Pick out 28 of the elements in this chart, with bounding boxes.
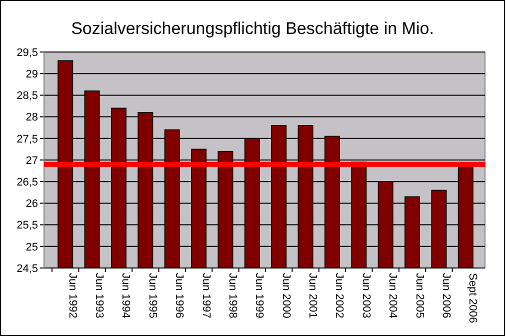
- chart-title: Sozialversicherungspflichtig Beschäftigte in Mio.: [71, 19, 434, 38]
- x-tick-label: Jun 1998: [226, 273, 238, 318]
- x-tick-label: Jun 2006: [440, 273, 452, 318]
- x-tick-label: Jun 1993: [93, 273, 106, 318]
- x-tick-label: Jun 2003: [360, 273, 372, 318]
- y-tick-label: 28: [26, 112, 38, 124]
- y-tick-label: 26,5: [16, 176, 38, 188]
- y-tick-label: 27,5: [16, 133, 38, 146]
- y-tick-label: 29,5: [16, 46, 38, 59]
- x-tick-label: Jun 1995: [146, 273, 158, 318]
- x-tick-label: Jun 1992: [66, 273, 78, 318]
- y-tick-label: 25,5: [16, 220, 38, 232]
- x-tick-label: Jun 1999: [253, 273, 266, 318]
- x-tick-label: Jun 2001: [306, 273, 319, 318]
- y-tick-label: 27: [26, 154, 38, 167]
- x-tick-label: Jun 1996: [173, 273, 186, 318]
- x-tick-label: Jun 2004: [386, 273, 399, 318]
- x-tick-label: Jun 1994: [120, 273, 132, 318]
- y-tick-label: 28,5: [16, 90, 38, 102]
- x-tick-label: Jun 2002: [333, 273, 346, 318]
- y-tick-label: 26: [26, 198, 38, 210]
- x-tick-label: Jun 2005: [413, 273, 426, 318]
- y-tick-label: 25: [26, 241, 38, 254]
- x-tick-label: Jun 2000: [280, 273, 292, 318]
- y-tick-label: 24,5: [16, 262, 38, 275]
- x-tick-label: Jun 1997: [200, 273, 212, 318]
- y-tick-label: 29: [26, 68, 38, 80]
- x-tick-label: Sept 2006: [466, 273, 479, 324]
